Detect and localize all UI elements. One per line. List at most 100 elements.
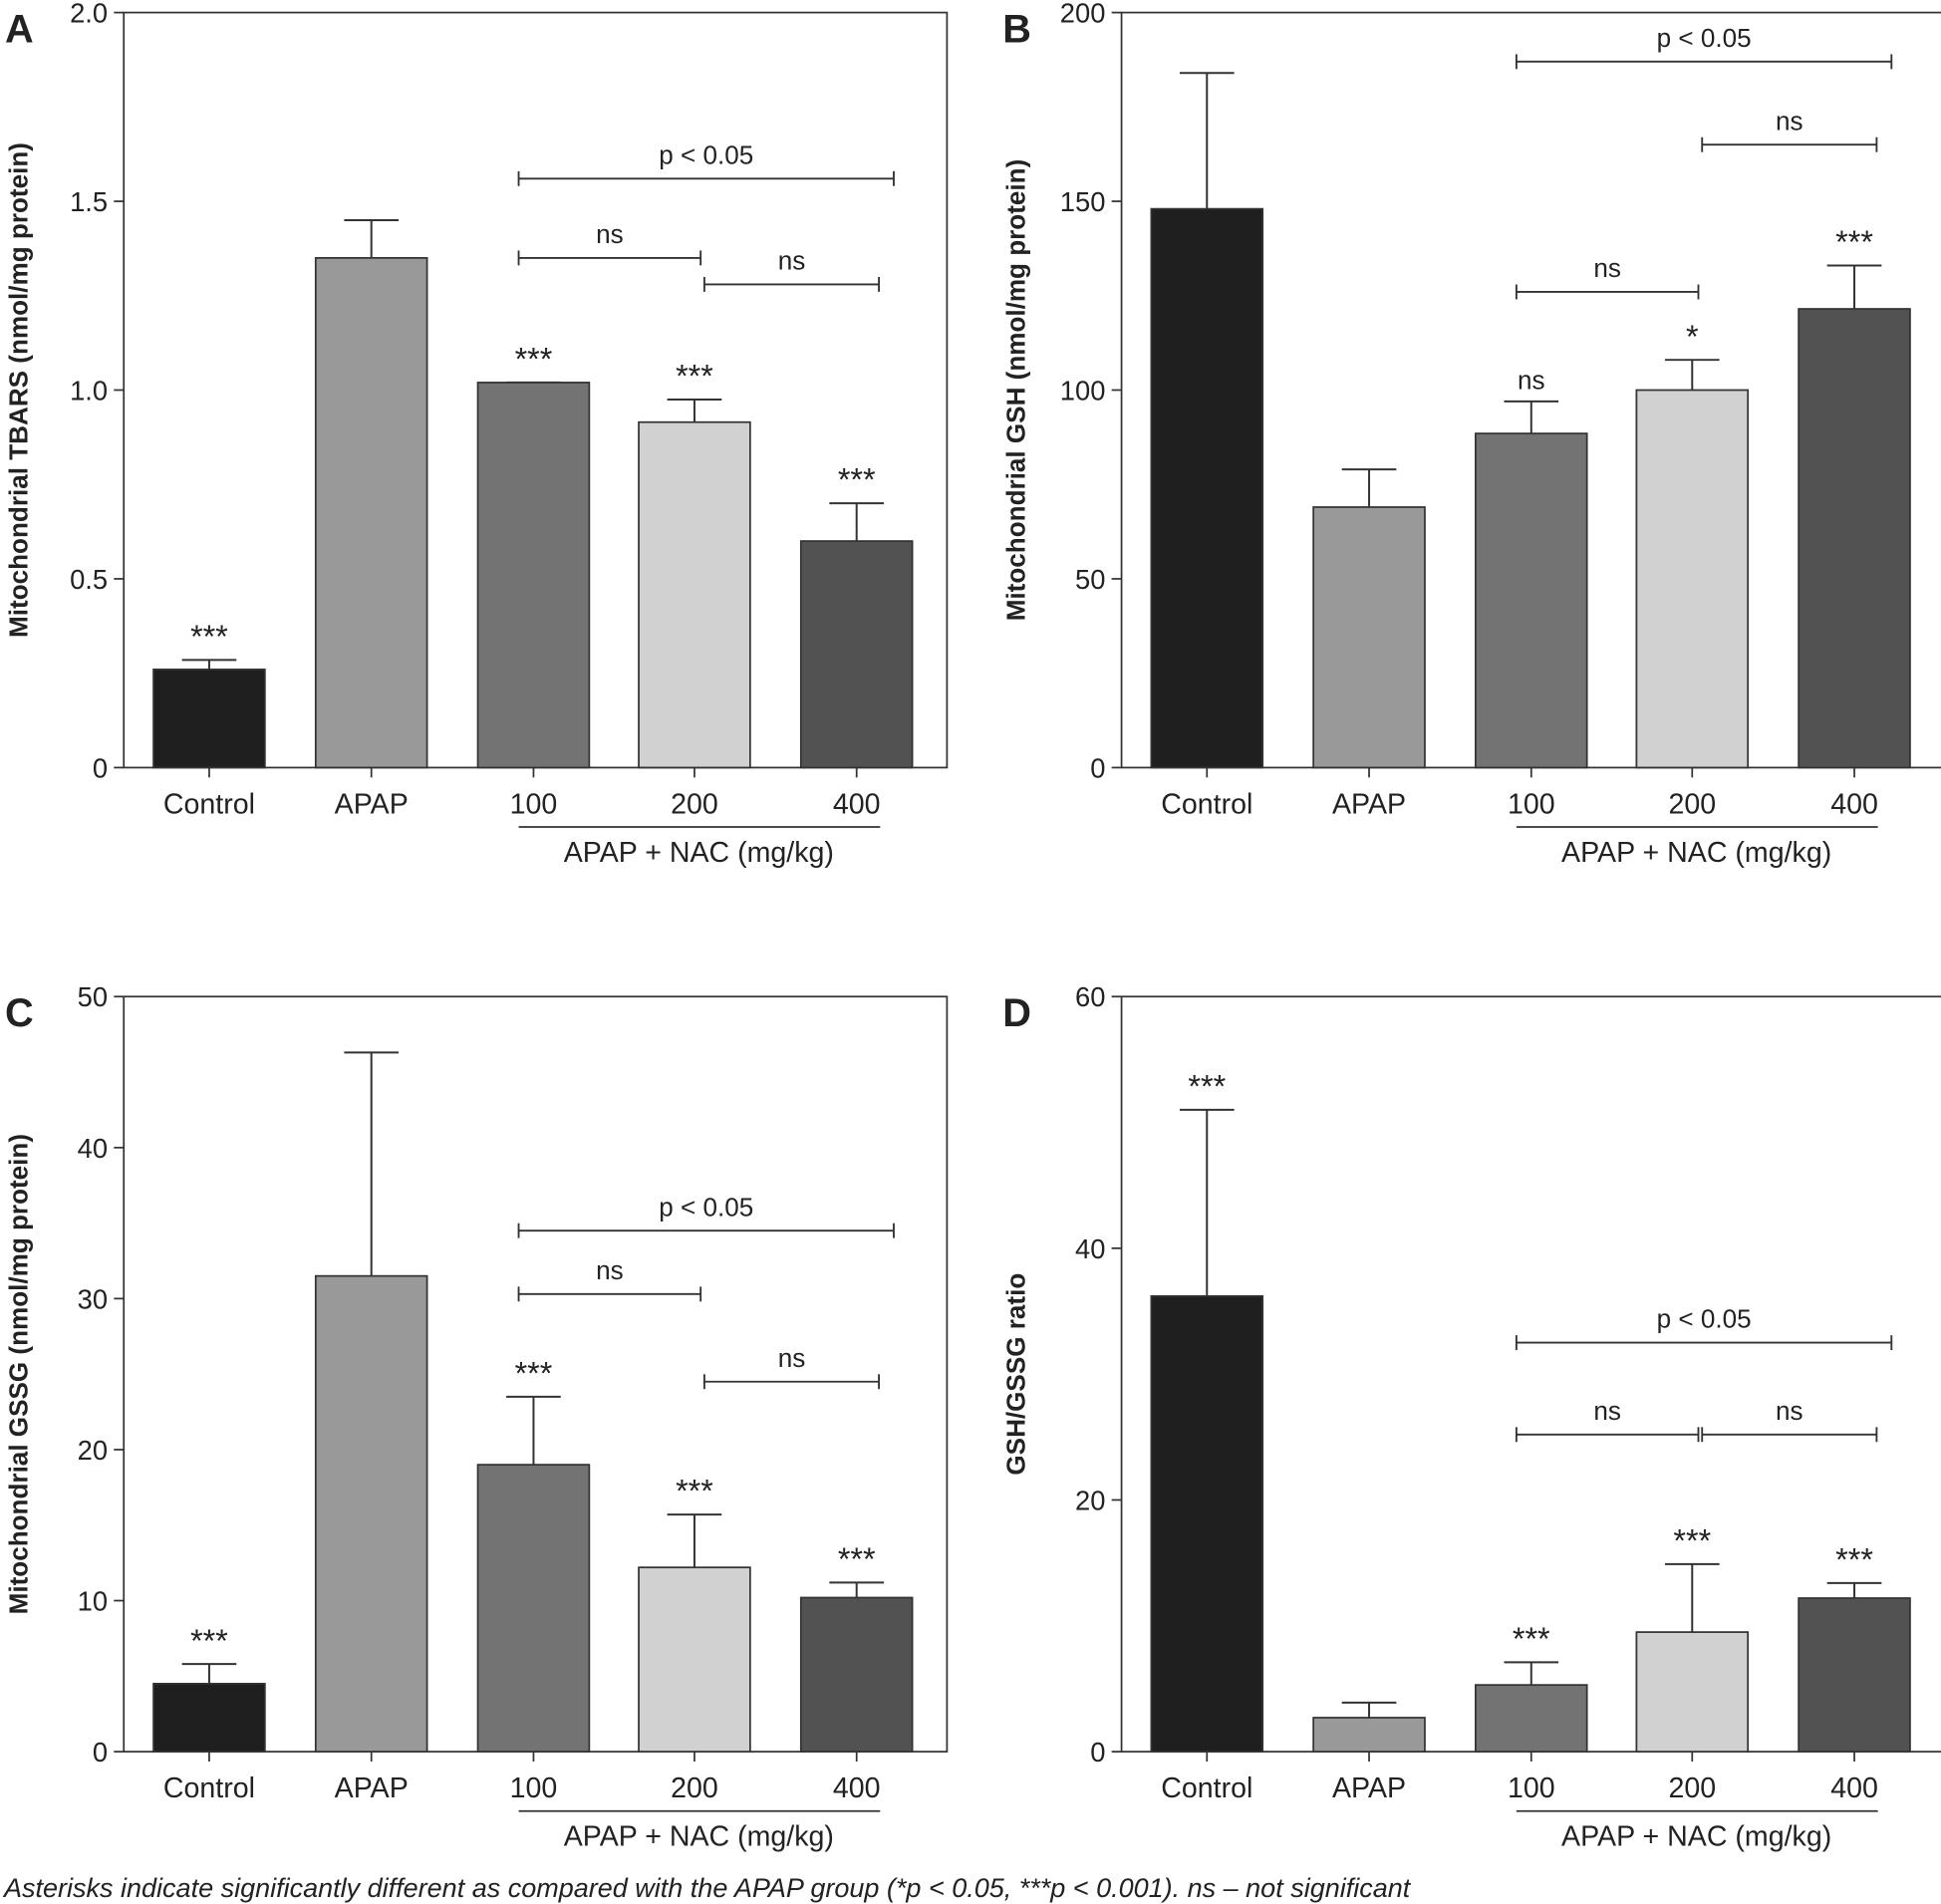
y-tick-label: 50 <box>78 981 108 1012</box>
bar-200 <box>1635 1631 1750 1753</box>
y-tick-label: 0 <box>93 1737 108 1768</box>
comparison-label: ns <box>1593 253 1621 283</box>
y-tick-label: 0 <box>1090 1737 1105 1768</box>
bar-control <box>152 669 266 769</box>
group-label: APAP + NAC (mg/kg) <box>564 837 834 869</box>
y-axis-label: Mitochondrial GSSG (nmol/mg protein) <box>3 1134 33 1614</box>
bar-400 <box>799 1596 914 1753</box>
group-label: APAP + NAC (mg/kg) <box>1561 837 1831 869</box>
bar-100 <box>476 382 591 769</box>
group-label: APAP + NAC (mg/kg) <box>564 1821 834 1853</box>
x-tick-label: APAP <box>1332 788 1406 820</box>
x-tick-label: 200 <box>1668 1772 1716 1804</box>
significance-label: *** <box>676 359 713 395</box>
significance-label: *** <box>190 619 228 655</box>
x-tick-label: 100 <box>1508 1772 1555 1804</box>
bar-200 <box>638 420 751 769</box>
significance-label: *** <box>1513 1621 1550 1657</box>
x-tick-label: 400 <box>833 788 881 820</box>
x-tick-label: 200 <box>671 788 718 820</box>
comparison-label: ns <box>596 1255 624 1285</box>
bar-apap <box>314 1274 428 1753</box>
x-tick-label: 400 <box>1830 1772 1878 1804</box>
significance-label: *** <box>1835 1541 1873 1577</box>
bar-200 <box>638 1566 751 1753</box>
y-tick-label: 10 <box>78 1585 108 1616</box>
y-axis-label: Mitochondrial GSH (nmol/mg protein) <box>1001 159 1031 622</box>
panel-b: B 0 50 100 150 200 Mitochondrial GSH (nmol/mg … <box>1001 0 1941 869</box>
x-tick-label: Control <box>163 788 255 820</box>
x-tick-label: 400 <box>1830 788 1878 820</box>
panel-a: A 0 0.5 1.0 1.5 2.0 Mitochondrial TBARS (nmol/… <box>3 0 949 869</box>
comparison-label: ns <box>778 245 806 275</box>
x-tick-label: Control <box>1161 788 1252 820</box>
bar-200 <box>1635 389 1750 769</box>
bar-100 <box>1475 1684 1588 1753</box>
significance-label: *** <box>190 1623 228 1659</box>
y-tick-label: 2.0 <box>70 0 108 29</box>
y-tick-label: 20 <box>78 1435 108 1466</box>
bar-control <box>152 1683 266 1753</box>
y-tick-label: 1.0 <box>70 375 108 406</box>
significance-label: ns <box>1518 365 1545 395</box>
comparison-label: ns <box>1776 106 1803 136</box>
significance-label: * <box>1686 319 1699 355</box>
y-tick-label: 1.5 <box>70 186 108 217</box>
significance-label: *** <box>838 462 876 498</box>
comparison-label: ns <box>596 219 624 249</box>
y-tick-label: 40 <box>78 1133 108 1164</box>
significance-label: *** <box>515 1355 553 1391</box>
significance-label: *** <box>1835 224 1873 260</box>
bar-400 <box>1798 1597 1911 1753</box>
significance-label: *** <box>1188 1069 1226 1105</box>
x-tick-label: 400 <box>833 1772 881 1804</box>
bar-100 <box>476 1464 591 1753</box>
comparison-label: ns <box>1776 1396 1803 1426</box>
y-tick-label: 0 <box>1090 752 1105 783</box>
comparison-label: p < 0.05 <box>1657 1304 1752 1334</box>
comparison-label: p < 0.05 <box>1657 23 1752 53</box>
significance-label: *** <box>838 1541 876 1577</box>
x-tick-label: Control <box>163 1772 255 1804</box>
y-tick-label: 60 <box>1075 981 1105 1012</box>
panel-letter: A <box>5 7 34 51</box>
bar-400 <box>799 540 914 769</box>
bar-control <box>1150 1294 1264 1753</box>
y-axis-label: Mitochondrial TBARS (nmol/mg protein) <box>3 142 33 638</box>
comparison-label: p < 0.05 <box>659 139 753 169</box>
significance-label: *** <box>515 342 553 378</box>
y-tick-label: 30 <box>78 1283 108 1314</box>
group-label: APAP + NAC (mg/kg) <box>1561 1821 1831 1853</box>
y-tick-label: 20 <box>1075 1485 1105 1515</box>
y-tick-label: 40 <box>1075 1233 1105 1264</box>
y-tick-label: 0.5 <box>70 564 108 595</box>
y-tick-label: 150 <box>1060 186 1106 217</box>
bar-apap <box>314 257 428 769</box>
panel-letter: C <box>5 991 34 1035</box>
comparison-label: ns <box>778 1343 806 1373</box>
panel-d: D 0 20 40 60 GSH/GSSG ratio Control *** APAP 100 *… <box>1001 981 1941 1853</box>
comparison-label: p < 0.05 <box>659 1192 753 1222</box>
x-tick-label: 200 <box>671 1772 718 1804</box>
x-tick-label: 100 <box>1508 788 1555 820</box>
x-tick-label: APAP <box>1332 1772 1406 1804</box>
x-tick-label: 100 <box>510 1772 558 1804</box>
figure-caption: Asterisks indicate significantly differe… <box>4 1873 1411 1903</box>
x-tick-label: 100 <box>510 788 558 820</box>
x-tick-label: APAP <box>335 1772 409 1804</box>
bar-400 <box>1798 308 1911 769</box>
panel-letter: D <box>1002 991 1031 1035</box>
y-tick-label: 100 <box>1060 375 1106 406</box>
significance-label: *** <box>1673 1522 1711 1558</box>
bar-apap <box>1312 1717 1426 1753</box>
x-tick-label: 200 <box>1668 788 1716 820</box>
y-tick-label: 200 <box>1060 0 1106 29</box>
y-axis-label: GSH/GSSG ratio <box>1001 1273 1031 1476</box>
panel-c: C 0 10 20 30 40 50 Mitochondrial GSSG (nmol/mg … <box>3 981 949 1853</box>
x-tick-label: Control <box>1161 1772 1252 1804</box>
y-tick-label: 0 <box>93 752 108 783</box>
bar-control <box>1150 207 1264 769</box>
significance-label: *** <box>676 1474 713 1509</box>
bar-apap <box>1312 506 1426 769</box>
